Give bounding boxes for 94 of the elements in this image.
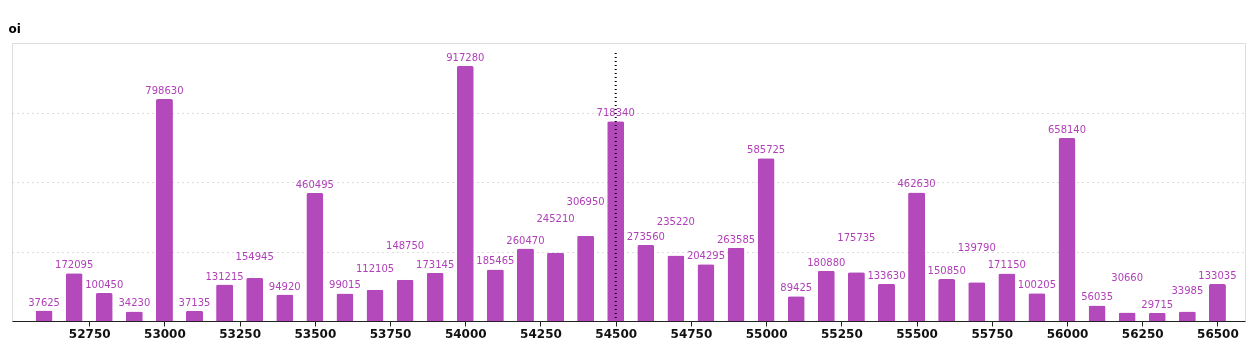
bar: [547, 252, 565, 321]
data-label: 171150: [987, 259, 1026, 271]
x-tick-label: 53250: [219, 326, 262, 341]
x-tick-label: 56500: [1197, 326, 1239, 341]
data-label: 131215: [205, 270, 244, 282]
data-label: 204295: [686, 250, 726, 262]
data-label: 133630: [867, 269, 906, 281]
bar: [95, 293, 113, 321]
bar: [877, 283, 895, 321]
data-label: 33985: [1171, 284, 1204, 296]
data-label: 245210: [536, 212, 575, 224]
x-tick-label: 53500: [294, 326, 337, 341]
data-label: 718340: [596, 107, 635, 119]
data-label: 585725: [747, 144, 786, 156]
bar: [968, 282, 986, 321]
data-label: 133035: [1198, 270, 1237, 282]
data-label: 917280: [446, 52, 485, 63]
x-tick-label: 54500: [595, 326, 638, 341]
data-label: 172095: [55, 259, 94, 271]
bar: [246, 277, 264, 321]
data-label: 273560: [626, 230, 665, 242]
data-label: 185465: [476, 255, 515, 267]
x-tick-label: 55750: [971, 326, 1014, 341]
data-label: 173145: [416, 258, 455, 270]
bar: [155, 98, 173, 321]
bar: [336, 293, 354, 321]
data-label: 180880: [807, 256, 846, 268]
bar: [65, 273, 83, 321]
data-label: 150850: [927, 265, 966, 277]
bar: [396, 279, 414, 321]
data-label: 263585: [716, 233, 756, 245]
x-tick-label: 55250: [820, 326, 863, 341]
data-label: 94920: [268, 280, 301, 292]
bar: [607, 121, 625, 321]
bar: [306, 192, 324, 321]
data-label: 235220: [656, 215, 695, 227]
bar: [366, 289, 384, 321]
data-label: 460495: [295, 178, 334, 190]
x-tick-label: 53000: [144, 326, 186, 341]
data-label: 100205: [1017, 279, 1057, 291]
bar: [727, 247, 745, 321]
bar: [516, 248, 534, 321]
bar: [1148, 312, 1166, 321]
bar: [998, 273, 1016, 321]
bar: [637, 244, 655, 321]
data-label: 139790: [957, 242, 996, 254]
y-axis-title: oi: [8, 21, 21, 36]
data-label: 175735: [837, 232, 876, 244]
x-tick-label: 53750: [369, 326, 412, 341]
bar: [1028, 293, 1046, 321]
x-tick-label: 54750: [670, 326, 713, 341]
bar: [35, 310, 53, 321]
data-label: 30660: [1111, 272, 1144, 284]
bar: [216, 284, 234, 321]
x-tick-label: 54250: [520, 326, 562, 341]
bar: [1208, 284, 1226, 321]
bar: [938, 279, 956, 321]
x-tick-label: 52750: [68, 326, 111, 341]
data-label: 148750: [386, 239, 425, 251]
data-label: 306950: [566, 195, 605, 207]
data-label: 34230: [118, 297, 151, 309]
x-tick-label: 55000: [745, 326, 788, 341]
bar: [426, 272, 444, 321]
bar: [667, 255, 685, 321]
data-label: 798630: [145, 84, 184, 96]
bar: [577, 235, 595, 321]
data-label: 89425: [780, 282, 813, 294]
bar: [1058, 138, 1076, 321]
bar: [697, 264, 715, 321]
x-tick-label: 54000: [444, 326, 487, 341]
data-label: 462630: [897, 178, 936, 190]
bar: [908, 192, 926, 321]
data-label: 112105: [355, 262, 395, 274]
x-tick-label: 55500: [896, 326, 938, 341]
data-label: 260470: [506, 234, 545, 246]
data-label: 37135: [178, 296, 211, 308]
data-label: 100450: [85, 279, 124, 291]
data-label: 29715: [1141, 298, 1174, 310]
data-label: 56035: [1081, 291, 1113, 303]
bar: [276, 294, 294, 321]
x-tick-label: 56000: [1046, 326, 1089, 341]
bar: [847, 272, 865, 321]
bar: [817, 270, 835, 321]
bar: [486, 269, 504, 321]
data-label: 154945: [235, 250, 274, 262]
data-label: 99015: [329, 279, 361, 291]
bar: [787, 296, 805, 321]
bar: [1088, 305, 1106, 321]
data-label: 37625: [28, 296, 60, 308]
bar: [757, 158, 775, 321]
x-tick-label: 56250: [1121, 326, 1164, 341]
data-label: 658140: [1047, 124, 1087, 136]
bar: [186, 310, 204, 321]
bar: [456, 66, 474, 321]
